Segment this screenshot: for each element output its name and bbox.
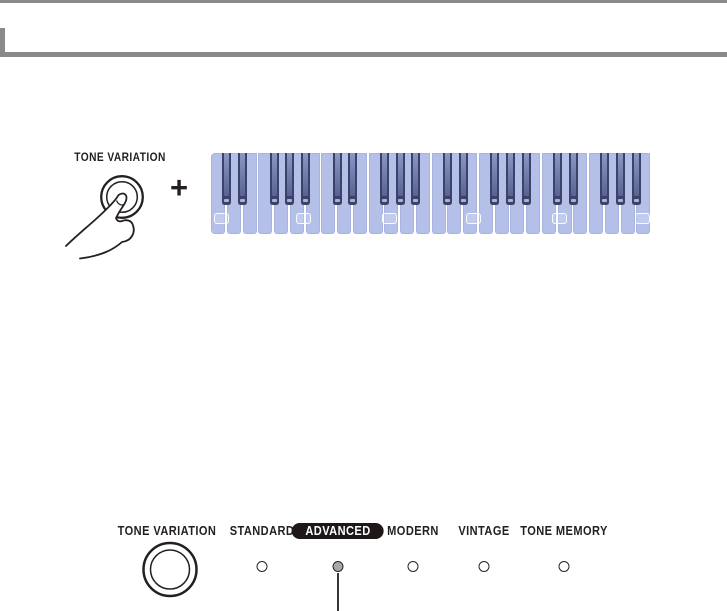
white-key — [589, 153, 604, 234]
indicator-label-tone-memory: TONE MEMORY — [519, 523, 608, 538]
black-key — [222, 153, 232, 205]
keyboard-illustration — [211, 153, 652, 234]
black-key — [600, 153, 610, 205]
section-divider-rule — [0, 52, 727, 57]
plus-icon: + — [169, 170, 189, 205]
black-key — [269, 153, 279, 205]
key-marker — [466, 213, 481, 224]
section-accent-bar — [0, 28, 5, 57]
black-key — [521, 153, 531, 205]
white-key — [478, 153, 493, 234]
indicator-label-vintage: VINTAGE — [457, 523, 510, 538]
black-key — [568, 153, 578, 205]
page-top-rule — [0, 0, 727, 3]
key-marker — [382, 213, 397, 224]
white-key — [258, 153, 273, 234]
figure-button-label: TONE VARIATION — [74, 150, 166, 164]
panel-button-icon — [142, 541, 198, 598]
black-key — [379, 153, 389, 205]
black-key — [458, 153, 468, 205]
key-marker — [296, 213, 311, 224]
black-key — [238, 153, 247, 205]
key-marker — [635, 213, 650, 224]
indicator-label-standard: STANDARD — [229, 523, 295, 538]
indicator-led-standard — [256, 561, 268, 572]
black-key — [442, 153, 452, 205]
black-key — [348, 153, 358, 205]
indicator-led-tone-memory — [558, 561, 569, 572]
panel-button-label: TONE VARIATION — [117, 523, 217, 538]
black-key — [505, 153, 515, 205]
black-key — [285, 153, 295, 205]
indicator-led-advanced — [332, 561, 343, 572]
button-circle-icon — [100, 175, 144, 219]
pressing-hand-icon — [65, 192, 135, 260]
black-key — [490, 153, 499, 205]
indicator-label-modern: MODERN — [386, 523, 439, 538]
black-key — [616, 153, 625, 205]
indicator-led-modern — [407, 561, 418, 572]
white-key — [368, 153, 383, 234]
indicator-label-advanced: ADVANCED — [291, 522, 384, 539]
black-key — [553, 153, 562, 205]
key-marker — [214, 213, 229, 224]
white-key — [321, 153, 336, 234]
callout-line — [337, 573, 339, 611]
indicator-led-vintage — [478, 561, 489, 572]
black-key — [395, 153, 405, 205]
black-key — [631, 153, 641, 205]
black-key — [332, 153, 342, 205]
key-marker — [552, 213, 567, 224]
fingernail-line — [115, 200, 124, 206]
black-key — [411, 153, 421, 205]
white-key — [431, 153, 446, 234]
press-button-illustration — [65, 175, 144, 260]
black-key — [301, 153, 310, 205]
